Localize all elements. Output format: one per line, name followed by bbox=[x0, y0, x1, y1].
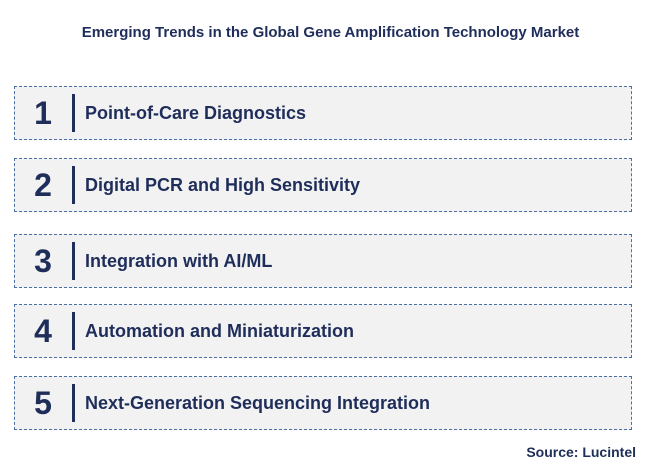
trend-label: Digital PCR and High Sensitivity bbox=[85, 174, 361, 195]
trend-item-2: 2 Digital PCR and High Sensitivity bbox=[14, 158, 632, 212]
trend-item-3: 3 Integration with AI/ML bbox=[14, 234, 632, 288]
trend-label: Next-Generation Sequencing Integration bbox=[85, 392, 431, 413]
trend-divider bbox=[72, 166, 75, 204]
trend-number: 4 bbox=[34, 312, 52, 349]
trend-label: Integration with AI/ML bbox=[85, 250, 273, 271]
trend-divider bbox=[72, 312, 75, 350]
trend-item-1: 1 Point-of-Care Diagnostics bbox=[14, 86, 632, 140]
diagram-title: Emerging Trends in the Global Gene Ampli… bbox=[81, 24, 580, 41]
trend-number: 3 bbox=[34, 242, 52, 279]
trend-number: 5 bbox=[34, 384, 52, 421]
trend-number: 1 bbox=[34, 94, 52, 131]
trend-number: 2 bbox=[34, 166, 52, 203]
trend-label: Point-of-Care Diagnostics bbox=[85, 102, 307, 123]
trend-divider bbox=[72, 94, 75, 132]
trend-label: Automation and Miniaturization bbox=[85, 320, 354, 341]
trend-item-5: 5 Next-Generation Sequencing Integration bbox=[14, 376, 632, 430]
trend-item-4: 4 Automation and Miniaturization bbox=[14, 304, 632, 358]
trend-divider bbox=[72, 384, 75, 422]
source-credit: Source: Lucintel bbox=[526, 444, 636, 460]
trend-divider bbox=[72, 242, 75, 280]
